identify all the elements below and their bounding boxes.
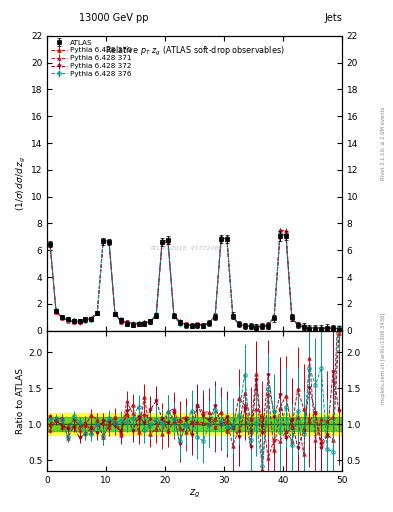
X-axis label: $z_g$: $z_g$ (189, 487, 200, 500)
Text: ATLAS 2018, 41772062: ATLAS 2018, 41772062 (149, 246, 222, 250)
Text: 13000 GeV pp: 13000 GeV pp (79, 13, 148, 23)
Legend: ATLAS, Pythia 6.428 370, Pythia 6.428 371, Pythia 6.428 372, Pythia 6.428 376: ATLAS, Pythia 6.428 370, Pythia 6.428 37… (50, 38, 132, 78)
Text: mcplots.cern.ch [arXiv:1306.3436]: mcplots.cern.ch [arXiv:1306.3436] (381, 313, 386, 404)
Bar (47, 414, 342, 435)
Text: Rivet 3.1.10, ≥ 2.6M events: Rivet 3.1.10, ≥ 2.6M events (381, 106, 386, 180)
Text: Relative $p_T$ $z_g$ (ATLAS soft-drop observables): Relative $p_T$ $z_g$ (ATLAS soft-drop ob… (105, 45, 284, 58)
Y-axis label: $(1/\sigma)\,d\sigma/d\,z_g$: $(1/\sigma)\,d\sigma/d\,z_g$ (15, 156, 28, 211)
Y-axis label: Ratio to ATLAS: Ratio to ATLAS (16, 368, 25, 434)
Text: Jets: Jets (324, 13, 342, 23)
Bar (47, 417, 342, 432)
